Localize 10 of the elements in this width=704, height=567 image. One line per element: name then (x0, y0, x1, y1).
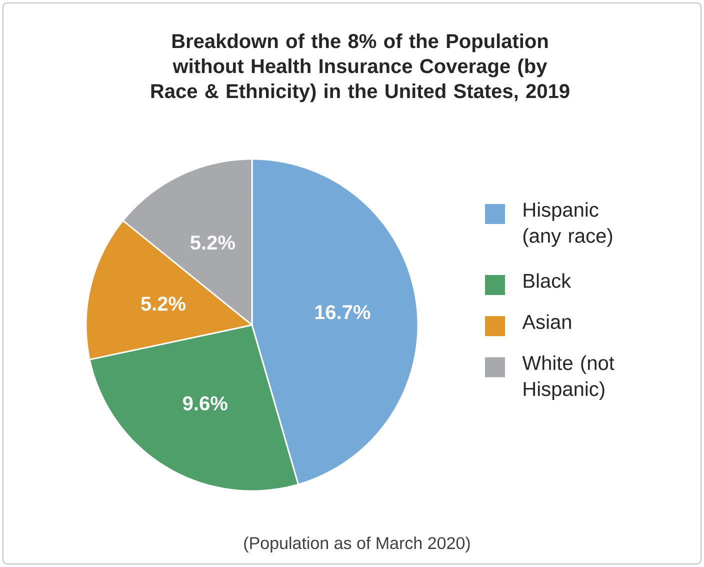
data-label: 16.7% (315, 305, 370, 320)
data-label: 9.6% (183, 396, 228, 410)
chart-title: Breakdown of the 8% of the Population without Health Insurance Coverage (by Race & Ethnicity) in the United States, 2019 (151, 34, 570, 102)
legend-label: Asian (522, 314, 571, 330)
legend-label: Hispanic (any race) (523, 202, 612, 247)
data-label: 5.2% (190, 236, 235, 250)
data-label: 5.2% (141, 296, 186, 311)
legend-label: Black (524, 273, 572, 288)
text: (Population as of March 2020) (244, 536, 470, 552)
legend-label: White (not Hispanic) (522, 355, 614, 400)
